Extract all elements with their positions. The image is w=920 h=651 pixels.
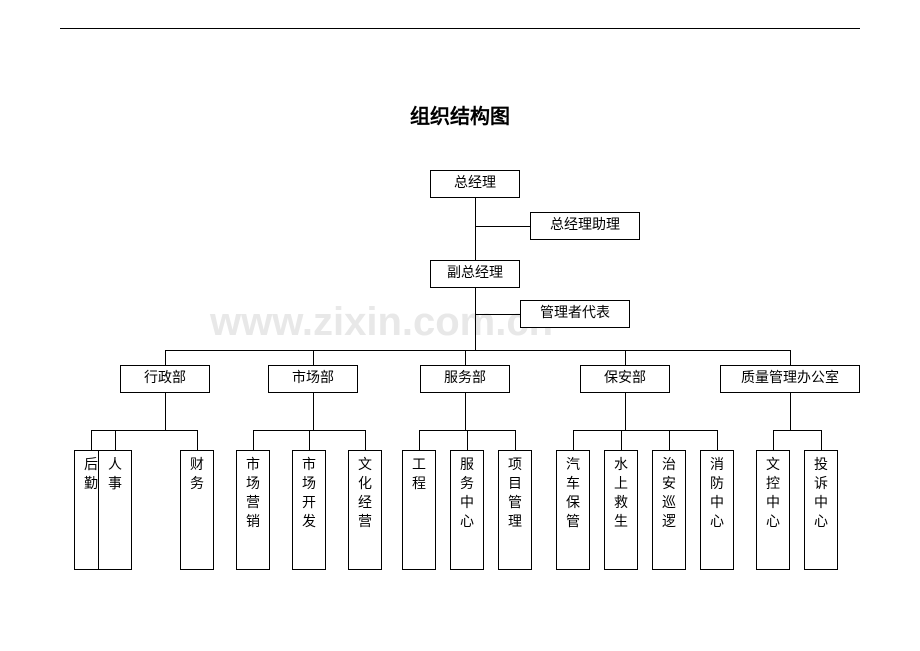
connector-line — [465, 393, 466, 430]
org-leaf-13: 文控中心 — [756, 450, 790, 570]
org-node-mgmtrep: 管理者代表 — [520, 300, 630, 328]
connector-line — [515, 430, 516, 450]
connector-line — [475, 198, 476, 260]
org-leaf-11: 治安巡逻 — [652, 450, 686, 570]
connector-line — [419, 430, 420, 450]
org-node-assistant: 总经理助理 — [530, 212, 640, 240]
connector-line — [115, 430, 116, 450]
connector-line — [625, 350, 626, 365]
org-leaf-9: 汽车保管 — [556, 450, 590, 570]
org-node-service: 服务部 — [420, 365, 510, 393]
org-chart: 总经理总经理助理副总经理管理者代表行政部市场部服务部保安部质量管理办公室后勤人事… — [0, 150, 920, 650]
org-node-security: 保安部 — [580, 365, 670, 393]
connector-line — [165, 393, 166, 430]
org-leaf-10: 水上救生 — [604, 450, 638, 570]
connector-line — [165, 350, 166, 365]
org-leaf-6: 工程 — [402, 450, 436, 570]
connector-line — [313, 393, 314, 430]
org-leaf-4: 市场开发 — [292, 450, 326, 570]
org-leaf-5: 文化经营 — [348, 450, 382, 570]
connector-line — [91, 430, 92, 450]
org-leaf-2: 财务 — [180, 450, 214, 570]
org-leaf-3: 市场营销 — [236, 450, 270, 570]
connector-line — [773, 430, 821, 431]
org-leaf-12: 消防中心 — [700, 450, 734, 570]
connector-line — [790, 350, 791, 365]
org-leaf-14: 投诉中心 — [804, 450, 838, 570]
org-leaf-1: 人事 — [98, 450, 132, 570]
org-node-deputy: 副总经理 — [430, 260, 520, 288]
connector-line — [253, 430, 254, 450]
connector-line — [165, 350, 790, 351]
connector-line — [573, 430, 574, 450]
connector-line — [625, 393, 626, 430]
connector-line — [717, 430, 718, 450]
connector-line — [313, 350, 314, 365]
connector-line — [467, 430, 468, 450]
connector-line — [669, 430, 670, 450]
org-node-admin: 行政部 — [120, 365, 210, 393]
connector-line — [365, 430, 366, 450]
connector-line — [475, 226, 530, 227]
connector-line — [821, 430, 822, 450]
connector-line — [91, 430, 197, 431]
connector-line — [475, 288, 476, 350]
org-leaf-8: 项目管理 — [498, 450, 532, 570]
org-node-market: 市场部 — [268, 365, 358, 393]
connector-line — [790, 393, 791, 430]
connector-line — [465, 350, 466, 365]
org-node-ceo: 总经理 — [430, 170, 520, 198]
connector-line — [573, 430, 717, 431]
org-node-quality: 质量管理办公室 — [720, 365, 860, 393]
connector-line — [773, 430, 774, 450]
connector-line — [621, 430, 622, 450]
connector-line — [475, 314, 520, 315]
connector-line — [309, 430, 310, 450]
connector-line — [197, 430, 198, 450]
page-title: 组织结构图 — [0, 100, 920, 129]
page-top-rule — [60, 28, 860, 29]
org-leaf-7: 服务中心 — [450, 450, 484, 570]
